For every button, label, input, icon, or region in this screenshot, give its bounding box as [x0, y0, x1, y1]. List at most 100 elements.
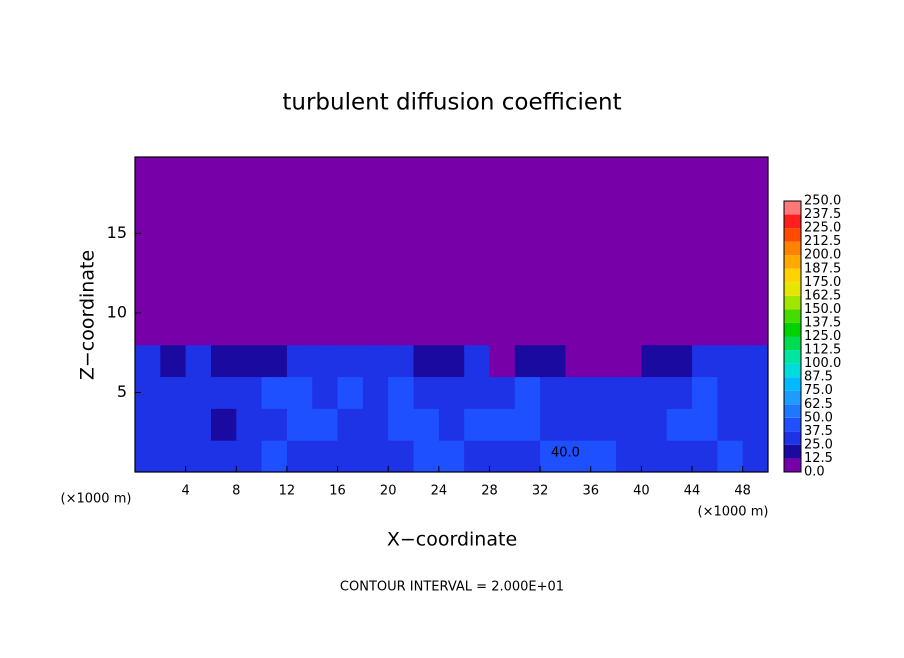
- colorbar-label: 150.0: [804, 302, 841, 317]
- field-cell: [692, 408, 718, 441]
- field-cell: [742, 440, 769, 473]
- field-cell: [590, 408, 617, 441]
- field-cell: [413, 312, 440, 346]
- colorbar-label: 62.5: [804, 397, 833, 412]
- field-cell: [641, 312, 668, 346]
- field-cell: [261, 312, 288, 346]
- field-cell: [160, 408, 187, 441]
- colorbar-label: 112.5: [804, 343, 841, 358]
- field-cell: [590, 344, 617, 378]
- colorbar-swatch: [784, 255, 801, 269]
- field-cell: [514, 376, 541, 409]
- field-cell: [236, 344, 263, 378]
- field-cell: [464, 376, 490, 409]
- field-cell: [388, 344, 415, 378]
- x-tick-label: 44: [684, 484, 701, 499]
- field-cell: [337, 408, 364, 441]
- colorbar-label: 12.5: [804, 451, 833, 466]
- x-tick-label: 28: [481, 484, 498, 499]
- field-cell: [362, 312, 389, 346]
- field-cell: [464, 312, 490, 346]
- y-unit: (×1000 m): [61, 492, 132, 507]
- field-cell: [362, 344, 389, 378]
- field-cell: [312, 344, 339, 378]
- colorbar-swatch: [784, 417, 801, 432]
- field-cell: [413, 408, 440, 441]
- field-cell: [590, 312, 617, 346]
- x-tick-label: 4: [181, 484, 189, 499]
- field-cell: [438, 312, 465, 346]
- field-cell: [565, 440, 592, 473]
- field-cell: [692, 344, 718, 378]
- field-cell: [641, 344, 668, 378]
- colorbar-frame: [783, 200, 802, 473]
- field-cell: [692, 312, 718, 346]
- field-cell: [540, 376, 566, 409]
- colorbar-swatch: [784, 350, 801, 364]
- field-cell: [388, 376, 415, 409]
- colorbar-swatch: [784, 377, 801, 391]
- colorbar-swatch: [784, 431, 801, 445]
- field-cell: [464, 344, 490, 378]
- colorbar-swatch: [784, 201, 801, 215]
- field-cell: [565, 408, 592, 441]
- field-cell: [565, 312, 592, 346]
- field-cell: [565, 344, 592, 378]
- field-cell: [362, 440, 389, 473]
- field-cell: [185, 376, 212, 409]
- field-cell: [742, 312, 769, 346]
- contour-label: 40.0: [551, 445, 580, 460]
- field-cell: [540, 344, 566, 378]
- field-cell: [692, 376, 718, 409]
- field-cell: [641, 440, 668, 473]
- colorbar-label: 25.0: [804, 437, 833, 452]
- field-cell: [590, 376, 617, 409]
- field-cell: [160, 344, 187, 378]
- field-cell: [185, 312, 212, 346]
- field-cell: [135, 408, 161, 441]
- field-cell: [210, 344, 237, 378]
- field-cell: [286, 344, 313, 378]
- colorbar-label: 237.5: [804, 207, 841, 222]
- field-cell: [438, 408, 465, 441]
- field-cell: [135, 312, 161, 346]
- field-cell: [286, 440, 313, 473]
- colorbar-label: 250.0: [804, 194, 841, 209]
- field-cell: [210, 440, 237, 473]
- field-cell: [464, 440, 490, 473]
- colorbar-swatch: [784, 322, 801, 337]
- field-cell: [464, 408, 490, 441]
- field-cell: [616, 344, 642, 378]
- colorbar-label: 200.0: [804, 248, 841, 263]
- field-cell: [185, 344, 212, 378]
- field-cell: [135, 440, 161, 473]
- field-cell: [742, 344, 769, 378]
- x-axis-label: X−coordinate: [387, 529, 517, 551]
- field-cell: [185, 408, 212, 441]
- field-cell: [489, 312, 516, 346]
- colorbar-swatch: [784, 390, 801, 405]
- colorbar-label: 137.5: [804, 315, 841, 330]
- field-cell: [337, 312, 364, 346]
- field-cell: [666, 312, 693, 346]
- field-cell: [388, 440, 415, 473]
- field-cell: [616, 312, 642, 346]
- colorbar-swatch: [784, 295, 801, 310]
- field-cell: [135, 344, 161, 378]
- field-cell: [286, 376, 313, 409]
- field-cell: [616, 440, 642, 473]
- field-cell: [717, 440, 744, 473]
- field-cell: [261, 408, 288, 441]
- field-cell: [312, 376, 339, 409]
- colorbar-swatch: [784, 214, 801, 229]
- field-cell: [717, 344, 744, 378]
- field-cell: [210, 312, 237, 346]
- field-cell: [261, 440, 288, 473]
- x-tick-label: 16: [329, 484, 346, 499]
- field-cell: [286, 408, 313, 441]
- field-cell: [160, 312, 187, 346]
- field-cell: [616, 376, 642, 409]
- field-cell: [312, 440, 339, 473]
- colorbar-label: 175.0: [804, 275, 841, 290]
